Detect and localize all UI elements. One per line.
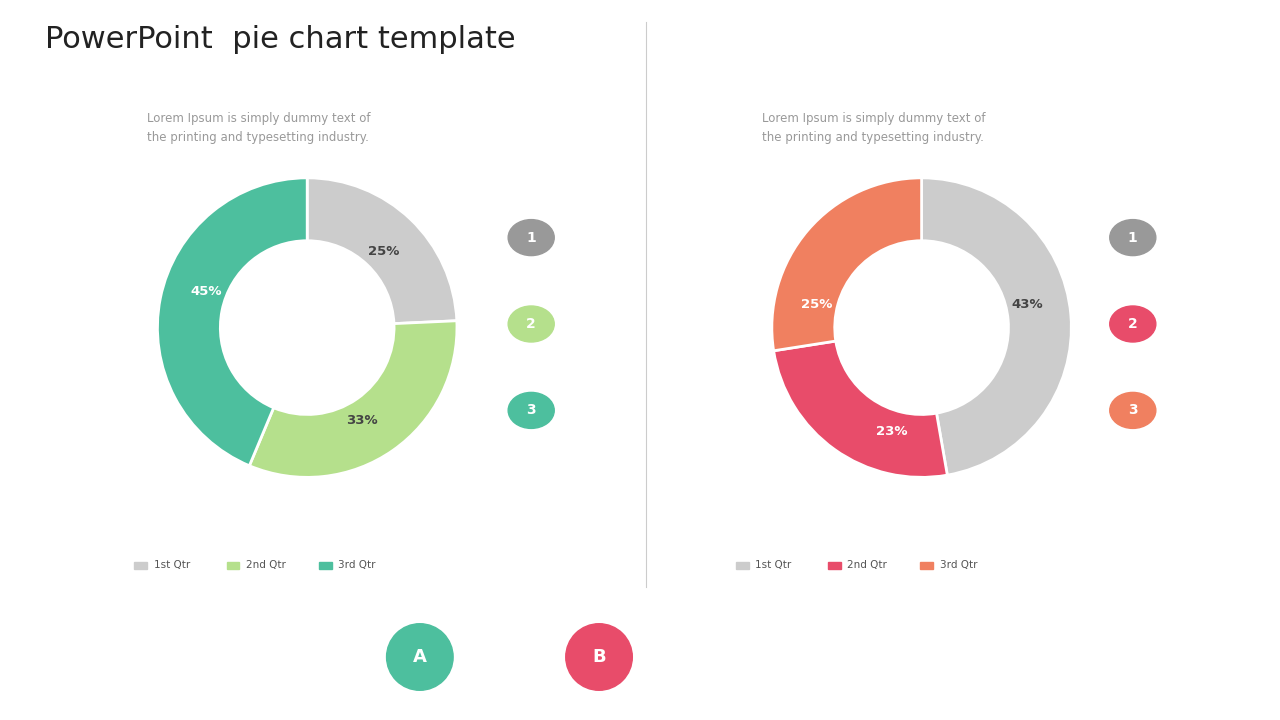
- Wedge shape: [250, 320, 457, 477]
- Wedge shape: [307, 178, 457, 323]
- Text: 2: 2: [1128, 317, 1138, 331]
- Text: 1st Qtr: 1st Qtr: [154, 560, 189, 570]
- Text: 1st Qtr: 1st Qtr: [755, 560, 791, 570]
- Text: 1: 1: [1128, 230, 1138, 245]
- Text: 25%: 25%: [367, 245, 399, 258]
- Wedge shape: [922, 178, 1071, 475]
- Text: 33%: 33%: [347, 414, 378, 427]
- Text: A: A: [413, 648, 426, 666]
- Text: Lorem Ipsum is simply dummy text of
the printing and typesetting industry.: Lorem Ipsum is simply dummy text of the …: [147, 112, 371, 143]
- Text: 2: 2: [526, 317, 536, 331]
- Text: 23%: 23%: [876, 425, 908, 438]
- Text: 43%: 43%: [1011, 297, 1043, 310]
- Text: 91%: 91%: [637, 634, 750, 680]
- Text: 3: 3: [526, 403, 536, 418]
- Text: 25%: 25%: [801, 297, 832, 310]
- Text: 1: 1: [526, 230, 536, 245]
- Text: Lorem Ipsum is simply dummy text of
the printing and typesetting industry.: Lorem Ipsum is simply dummy text of the …: [762, 112, 986, 143]
- Text: 3: 3: [1128, 403, 1138, 418]
- Wedge shape: [772, 178, 922, 351]
- Text: 3rd Qtr: 3rd Qtr: [338, 560, 375, 570]
- Wedge shape: [157, 178, 307, 466]
- Text: 2nd Qtr: 2nd Qtr: [246, 560, 285, 570]
- Text: 3rd Qtr: 3rd Qtr: [940, 560, 977, 570]
- Text: 2nd Qtr: 2nd Qtr: [847, 560, 887, 570]
- Text: PowerPoint  pie chart template: PowerPoint pie chart template: [45, 25, 516, 54]
- Wedge shape: [773, 341, 947, 477]
- Text: 103%: 103%: [458, 634, 604, 680]
- Text: B: B: [593, 648, 605, 666]
- Text: 45%: 45%: [189, 284, 221, 297]
